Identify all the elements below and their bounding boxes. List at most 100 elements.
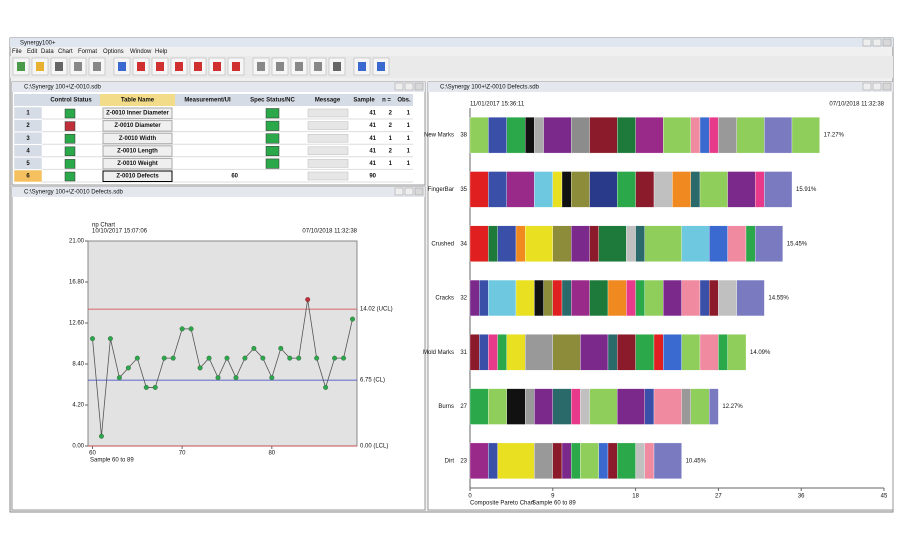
bar-segment	[488, 388, 507, 425]
table-name-button[interactable]	[102, 145, 173, 157]
menu-item[interactable]: Window	[130, 49, 152, 55]
bar-segment	[497, 225, 517, 262]
window-button[interactable]	[394, 82, 404, 91]
message-button[interactable]	[307, 146, 349, 156]
window-button[interactable]	[882, 82, 892, 91]
menu-item[interactable]: Data	[41, 49, 54, 55]
window-button[interactable]	[414, 82, 424, 91]
table-name: Z-0010 Inner Diameter	[106, 111, 169, 117]
bar-segment	[626, 279, 636, 317]
status-button[interactable]	[64, 146, 76, 157]
message-button[interactable]	[307, 108, 349, 118]
window-button[interactable]	[862, 38, 872, 47]
cell-n: 2	[389, 123, 393, 129]
category-total: 31	[460, 350, 467, 356]
bar-segment	[672, 171, 691, 208]
bar-segment	[580, 388, 590, 425]
status-button[interactable]	[64, 159, 76, 169]
bar-segment	[598, 442, 609, 479]
bar-segment	[681, 279, 701, 317]
bar-segment	[561, 171, 572, 208]
table-name-button[interactable]	[102, 170, 173, 182]
bar-segment	[534, 171, 553, 208]
message-button[interactable]	[307, 121, 349, 130]
data-point	[152, 384, 158, 390]
bar-segment	[727, 171, 756, 208]
bar-segment	[718, 279, 737, 317]
spec-button[interactable]	[265, 133, 280, 144]
menu-item[interactable]: Edit	[27, 49, 38, 55]
column-header: Measurement/UI	[184, 98, 231, 104]
menu-item[interactable]: Help	[155, 49, 168, 55]
window-button[interactable]	[882, 38, 892, 47]
data-point	[224, 355, 230, 361]
menu-item[interactable]: Format	[78, 49, 97, 55]
bar-segment	[791, 117, 820, 154]
percent-label: 14.55%	[768, 296, 789, 302]
menu-item[interactable]: File	[12, 49, 22, 55]
x-tick-label: 45	[881, 494, 888, 500]
bar-segment	[635, 279, 645, 317]
data-point	[341, 355, 346, 361]
data-point	[197, 365, 203, 371]
toolbar-icon	[17, 62, 25, 71]
table-name-button[interactable]	[102, 132, 173, 145]
bar-segment	[571, 117, 590, 154]
bar-segment	[479, 279, 489, 317]
bar-segment	[635, 225, 645, 262]
x-tick-label: 9	[551, 494, 555, 500]
bar-segment	[488, 279, 517, 317]
toolbar-icon	[276, 62, 284, 71]
data-point	[206, 355, 212, 361]
toolbar-icon	[213, 62, 221, 71]
spec-button[interactable]	[265, 120, 280, 131]
status-button[interactable]	[64, 133, 76, 144]
status-button[interactable]	[64, 171, 76, 182]
bar-segment	[561, 279, 572, 317]
table-name-button[interactable]	[102, 120, 173, 132]
bar-segment	[663, 117, 691, 154]
window-button[interactable]	[414, 187, 424, 196]
status-button[interactable]	[64, 108, 76, 119]
window-button[interactable]	[862, 82, 872, 91]
message-button[interactable]	[307, 133, 349, 143]
x-axis-label: Composite Pareto Chart	[470, 501, 535, 507]
bar-segment	[644, 225, 682, 262]
spec-button[interactable]	[265, 108, 280, 119]
bar-segment	[644, 388, 655, 425]
table-name-button[interactable]	[102, 107, 173, 119]
window-title: C:\Synergy 100+\Z-0010 Defects.sdb	[24, 190, 124, 196]
menu-item[interactable]: Chart	[58, 49, 73, 55]
app-title-bar	[10, 38, 893, 47]
spec-button[interactable]	[265, 146, 280, 157]
bar-segment	[488, 442, 498, 479]
column-header: Table Name	[121, 98, 155, 104]
data-point	[251, 345, 257, 351]
bar-segment	[506, 388, 526, 425]
status-button[interactable]	[64, 121, 76, 131]
window-button[interactable]	[404, 187, 414, 196]
x-axis-label: Sample 60 to 89	[90, 458, 134, 464]
bar-segment	[589, 279, 609, 317]
category-label: Crushed	[431, 241, 454, 247]
percent-label: 15.45%	[787, 241, 808, 247]
menu-item[interactable]: Options	[103, 49, 124, 55]
bar-segment	[525, 225, 553, 262]
bar-segment	[617, 117, 636, 154]
window-button[interactable]	[872, 38, 882, 47]
cell-sample: 41	[369, 161, 376, 167]
message-button[interactable]	[307, 159, 349, 168]
message-button[interactable]	[307, 171, 349, 181]
bar-segment	[718, 117, 737, 154]
percent-label: 14.09%	[750, 350, 771, 356]
window-button[interactable]	[872, 82, 882, 91]
bar-segment	[589, 117, 618, 154]
bar-segment	[488, 117, 507, 154]
bar-segment	[617, 388, 645, 425]
spec-button[interactable]	[265, 158, 280, 169]
bar-segment	[626, 225, 636, 262]
data-point	[188, 326, 194, 332]
window-button[interactable]	[404, 82, 414, 91]
table-name-button[interactable]	[102, 157, 173, 170]
window-button[interactable]	[394, 187, 404, 196]
